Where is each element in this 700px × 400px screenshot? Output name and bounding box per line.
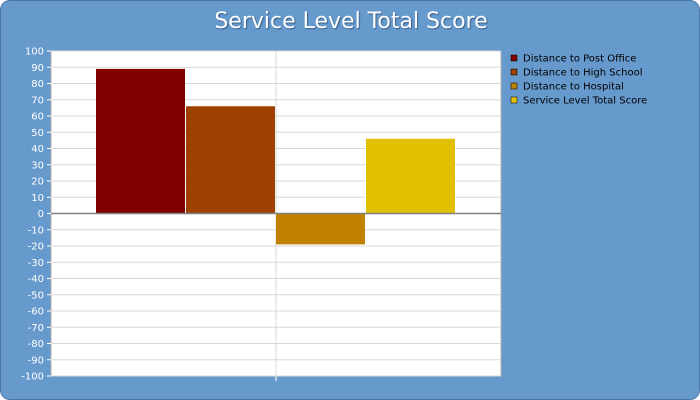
bar-distance-to-hospital — [276, 213, 365, 245]
bar-distance-to-high-school — [186, 106, 275, 214]
y-tick-label: -70 — [28, 323, 44, 334]
y-tick-label: 100 — [25, 47, 44, 58]
y-tick-label: 60 — [31, 112, 44, 123]
legend-label: Distance to Hospital — [523, 82, 624, 93]
y-tick-label: -10 — [28, 225, 44, 236]
y-tick-label: -30 — [28, 258, 44, 269]
y-tick-label: 0 — [38, 209, 44, 220]
y-tick-label: -80 — [28, 339, 44, 350]
bars-layer — [96, 68, 455, 245]
y-tick-label: -90 — [28, 355, 44, 366]
axis-layer: -100-90-80-70-60-50-40-30-20-10010203040… — [21, 47, 501, 383]
legend-label: Service Level Total Score — [523, 96, 647, 107]
y-tick-label: 30 — [31, 160, 44, 171]
y-tick-label: 70 — [31, 95, 44, 106]
y-tick-label: 10 — [31, 193, 44, 204]
y-tick-label: -60 — [28, 307, 44, 318]
legend: Distance to Post Office Distance to High … — [510, 54, 647, 107]
bar-distance-to-post-office — [96, 68, 185, 214]
y-tick-label: 80 — [31, 79, 44, 90]
legend-swatch — [510, 68, 518, 76]
y-tick-label: -50 — [28, 290, 44, 301]
y-tick-label: -20 — [28, 242, 44, 253]
y-tick-label: -40 — [28, 274, 44, 285]
legend-label: Distance to High School — [523, 68, 642, 79]
y-tick-label: 90 — [31, 63, 44, 74]
y-tick-label: 50 — [31, 128, 44, 139]
y-tick-label: 20 — [31, 177, 44, 188]
y-tick-label: -100 — [21, 372, 44, 383]
legend-label: Distance to Post Office — [523, 54, 636, 65]
legend-swatch — [510, 96, 518, 104]
chart-title: Service Level Total Score — [214, 9, 488, 34]
bar-service-level-total-score — [366, 138, 455, 214]
legend-swatch — [510, 82, 518, 90]
legend-swatch — [510, 54, 518, 62]
y-tick-label: 40 — [31, 144, 44, 155]
